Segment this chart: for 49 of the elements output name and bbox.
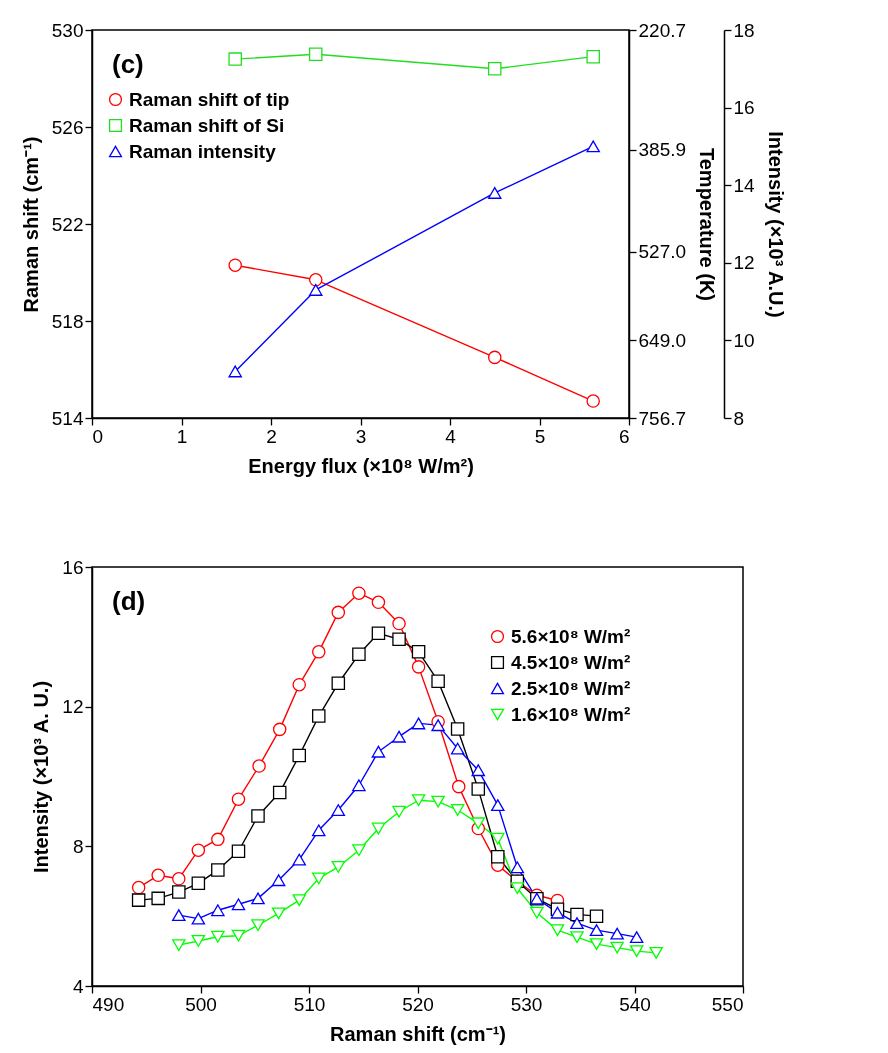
x-tick-label: 550 (711, 993, 744, 1015)
y-tick-label: 522 (51, 213, 84, 235)
y2-tick-label: 220.7 (638, 19, 687, 41)
x-tick-label: 4 (445, 425, 457, 447)
y3-tick-label: 8 (733, 407, 745, 429)
x-axis-title: Energy flux (×10⁸ W/m²) (248, 454, 474, 477)
x-tick-label: 490 (92, 993, 125, 1015)
legend-label: 5.6×10⁸ W/m² (511, 625, 631, 647)
y2-tick-label: 385.9 (638, 139, 687, 161)
x-tick-label: 530 (510, 993, 543, 1015)
x-tick-label: 510 (293, 993, 326, 1015)
y-tick-label: 16 (62, 556, 84, 578)
annotation: (c) (112, 49, 144, 79)
y3-tick-label: 14 (733, 174, 756, 196)
y3-tick-label: 10 (733, 329, 755, 351)
y2-tick-label: 527.0 (638, 241, 687, 263)
y-tick-label: 518 (51, 310, 84, 332)
annotation: (d) (112, 586, 146, 616)
legend-label: Raman shift of Si (129, 114, 285, 136)
y-tick-label: 4 (72, 975, 84, 997)
x-axis-title: Raman shift (cm⁻¹) (330, 1022, 506, 1045)
y-tick-label: 526 (51, 116, 84, 138)
y-tick-label: 514 (51, 407, 84, 429)
x-tick-label: 0 (92, 425, 104, 447)
y-axis-title: Raman shift (cm⁻¹) (19, 136, 42, 313)
x-tick-label: 5 (534, 425, 546, 447)
x-tick-label: 6 (618, 425, 630, 447)
y3-tick-label: 12 (733, 252, 755, 274)
y-axis-title: Intensity (×10³ A. U.) (30, 680, 53, 874)
y3-axis-title: Intensity (×10³ A.U.) (764, 131, 787, 318)
legend-label: 1.6×10⁸ W/m² (511, 703, 631, 725)
y-tick-label: 530 (51, 19, 84, 41)
legend-label: 2.5×10⁸ W/m² (511, 677, 631, 699)
y2-tick-label: 649.0 (638, 329, 687, 351)
y3-tick-label: 18 (733, 19, 755, 41)
y-tick-label: 12 (62, 696, 84, 718)
y3-tick-label: 16 (733, 97, 755, 119)
x-tick-label: 3 (355, 425, 367, 447)
x-tick-label: 540 (619, 993, 651, 1015)
legend-label: Raman shift of tip (129, 88, 290, 110)
legend-label: Raman intensity (129, 140, 277, 162)
x-tick-label: 520 (402, 993, 434, 1015)
x-tick-label: 2 (266, 425, 277, 447)
x-tick-label: 500 (185, 993, 217, 1015)
y2-axis-title: Temperature (K) (696, 148, 719, 301)
legend-label: 4.5×10⁸ W/m² (511, 651, 631, 673)
y-tick-label: 8 (72, 835, 84, 857)
x-tick-label: 1 (176, 425, 188, 447)
y2-tick-label: 756.7 (638, 407, 687, 429)
